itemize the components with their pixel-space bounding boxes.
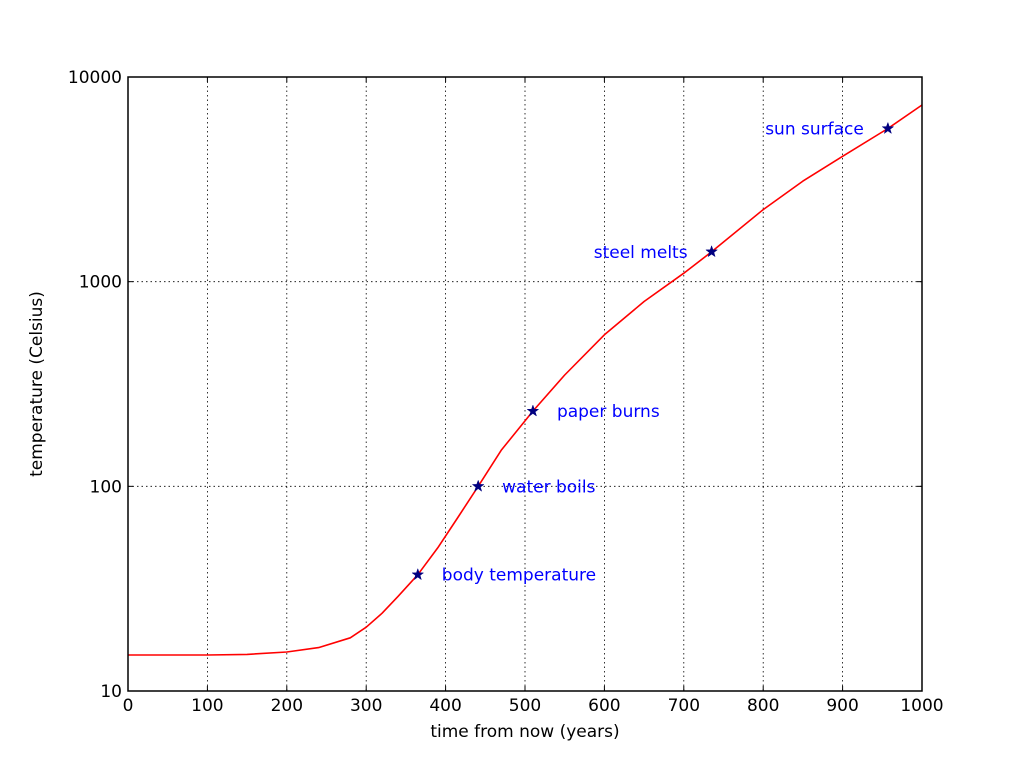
star-marker	[881, 121, 895, 135]
star-marker	[526, 404, 540, 417]
series-layer	[128, 104, 923, 656]
y-axis-label: temperature (Celsius)	[27, 291, 47, 477]
y-tick-label: 100	[90, 477, 122, 497]
star-marker	[471, 479, 485, 492]
x-tick-label: 700	[668, 696, 700, 716]
annotation-label: body temperature	[442, 566, 596, 586]
y-tick-label: 10000	[68, 68, 122, 88]
x-tick-label: 0	[123, 696, 134, 716]
grid	[128, 77, 922, 691]
temperature-curve	[128, 104, 923, 656]
x-tick-label: 800	[747, 696, 779, 716]
star-marker	[705, 245, 719, 258]
x-tick-label: 400	[429, 696, 461, 716]
annotation-label: water boils	[502, 477, 595, 497]
x-tick-label: 500	[509, 696, 541, 716]
y-tick-label: 1000	[79, 273, 122, 293]
x-tick-label: 100	[191, 696, 223, 716]
tick-layer: 0 100 200 300 400 500 600 700 800 900 1000 10 100 100…	[68, 68, 944, 716]
annotation-label: paper burns	[557, 402, 660, 422]
star-marker	[411, 567, 425, 581]
annotation-label: steel melts	[594, 243, 688, 263]
annotation-layer: body temperature water boils paper burns st…	[411, 120, 895, 586]
x-axis-label: time from now (years)	[430, 722, 619, 742]
x-tick-label: 1000	[900, 696, 943, 716]
x-tick-label: 600	[588, 696, 620, 716]
x-tick-label: 900	[826, 696, 858, 716]
y-tick-label: 10	[100, 682, 122, 702]
annotation-label: sun surface	[765, 120, 864, 140]
x-tick-label: 200	[271, 696, 303, 716]
x-tick-label: 300	[350, 696, 382, 716]
